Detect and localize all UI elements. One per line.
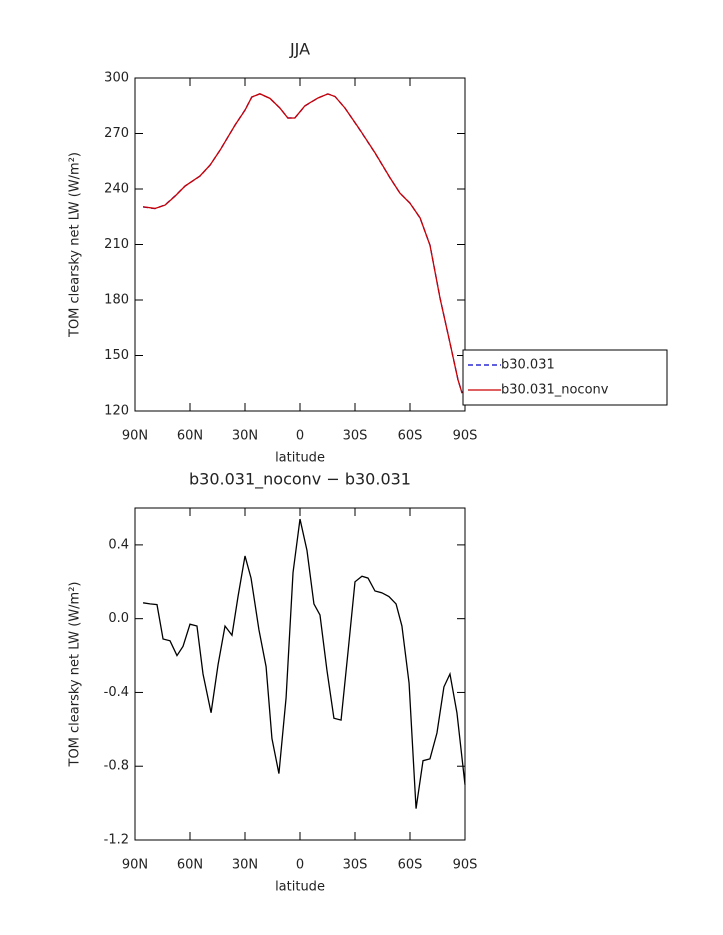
x-tick-label: 30S [343,858,368,873]
x-tick-label: 90N [122,429,148,444]
legend-label: b30.031_noconv [501,383,609,398]
y-tick-label: 270 [104,126,129,141]
x-tick-label: 90N [122,858,148,873]
data-line [142,93,463,394]
plot-frame [134,77,466,412]
chart-title: b30.031_noconv − b30.031 [189,470,411,490]
y-tick-label: -0.8 [104,759,129,774]
legend-label: b30.031 [501,358,555,373]
y-tick-label: 240 [104,182,129,197]
x-axis-label: latitude [275,451,325,466]
x-tick-label: 60N [177,429,203,444]
x-tick-label: 60S [398,429,423,444]
y-tick-label: -0.4 [104,685,129,700]
data-line [142,518,466,809]
x-tick-label: 90S [453,429,478,444]
y-tick-label: 120 [104,404,129,419]
x-tick-label: 30S [343,429,368,444]
x-tick-label: 60N [177,858,203,873]
x-tick-label: 60S [398,858,423,873]
legend-box [462,349,668,406]
y-axis-label: TOM clearsky net LW (W/m²) [68,152,83,338]
x-tick-label: 30N [232,858,258,873]
y-tick-label: 180 [104,293,129,308]
x-tick-label: 90S [453,858,478,873]
y-tick-label: 210 [104,237,129,252]
x-tick-label: 0 [296,858,304,873]
y-tick-label: 0.0 [108,611,129,626]
x-axis-label: latitude [275,880,325,895]
x-tick-label: 30N [232,429,258,444]
y-tick-label: -1.2 [104,833,129,848]
chart-title: JJA [289,40,310,59]
y-tick-label: 300 [104,71,129,86]
y-tick-label: 150 [104,348,129,363]
data-line [142,93,463,394]
y-tick-label: 0.4 [108,537,129,552]
x-tick-label: 0 [296,429,304,444]
y-axis-label: TOM clearsky net LW (W/m²) [68,581,83,767]
